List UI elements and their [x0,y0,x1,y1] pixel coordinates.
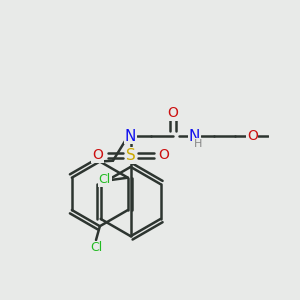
Text: O: O [168,106,178,120]
Text: N: N [125,129,136,144]
Text: Cl: Cl [99,173,111,187]
Text: O: O [158,148,169,162]
Text: O: O [92,148,103,162]
Text: O: O [247,129,258,143]
Text: Cl: Cl [90,241,102,254]
Text: H: H [194,139,202,149]
Text: S: S [126,148,136,163]
Text: N: N [189,129,200,144]
